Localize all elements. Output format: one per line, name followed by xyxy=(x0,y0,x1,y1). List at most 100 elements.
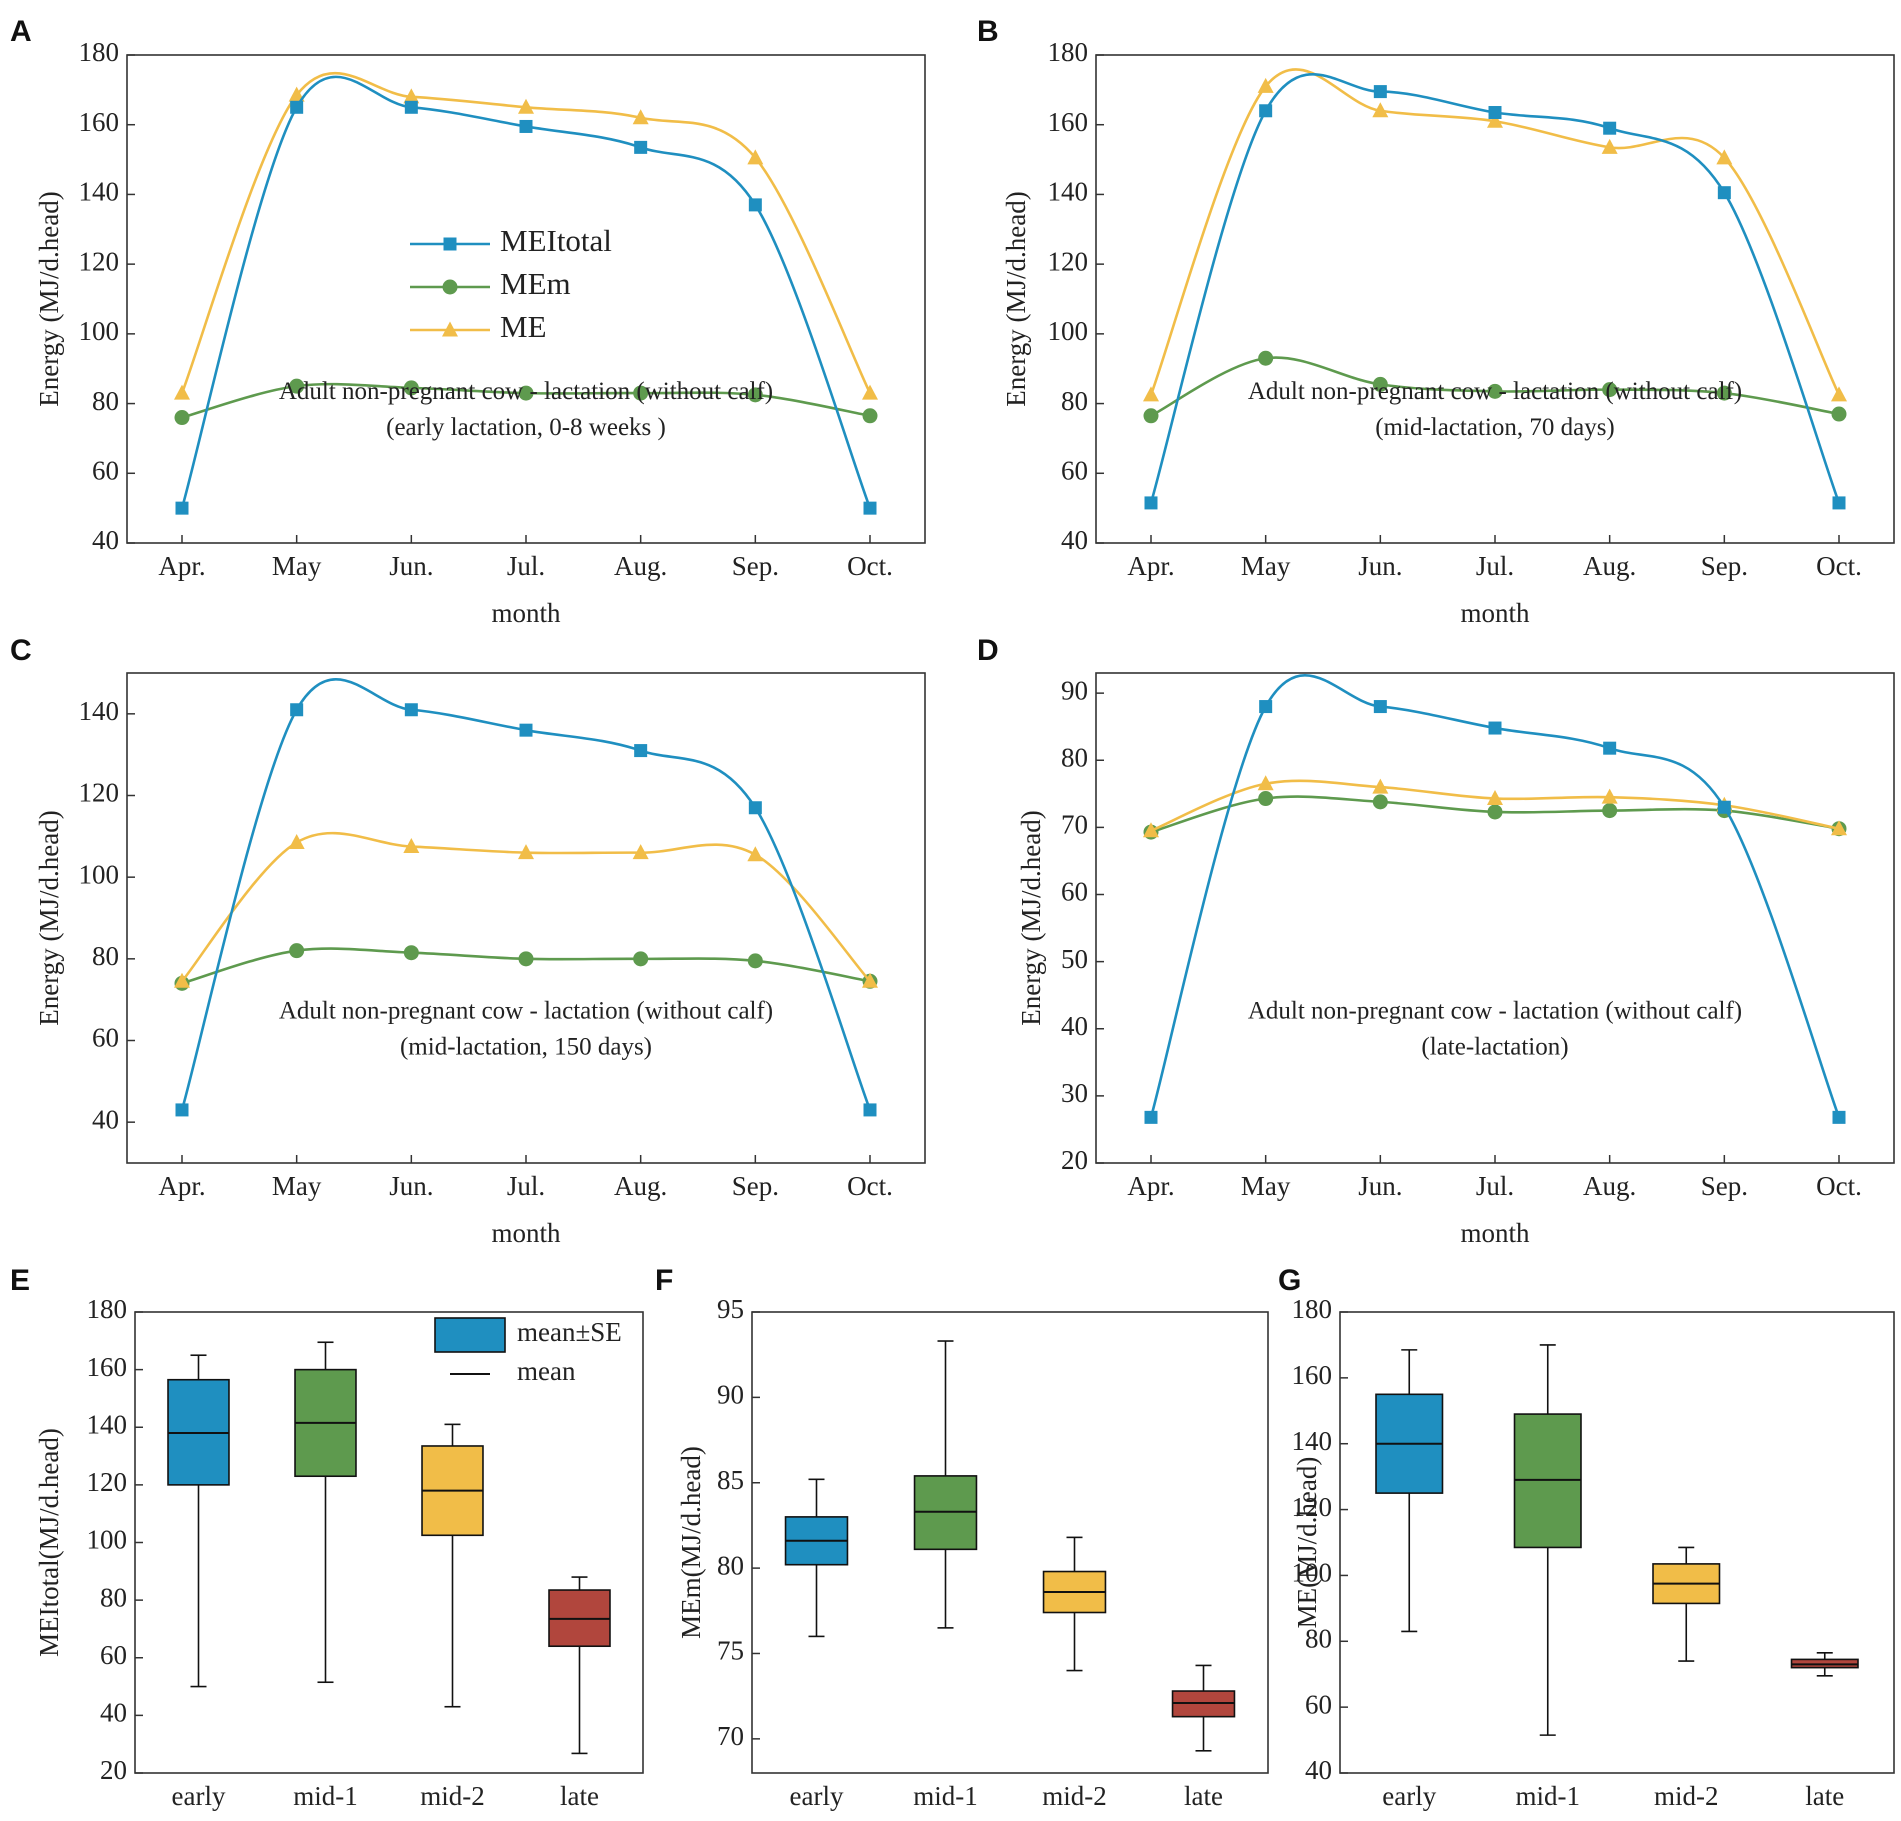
x-tick-label-jul: Jul. xyxy=(1476,551,1514,581)
x-axis-title: month xyxy=(1460,1218,1530,1248)
x-tick-label-may: May xyxy=(272,551,322,581)
y-tick-label: 40 xyxy=(92,1104,119,1134)
y-tick-label: 140 xyxy=(87,1409,128,1439)
data-point-mem xyxy=(1602,382,1618,398)
data-point-meitotal xyxy=(748,198,762,212)
x-tick-label-jul: Jul. xyxy=(507,1171,545,1201)
data-point-meitotal xyxy=(1259,104,1273,118)
data-point-me xyxy=(632,844,649,860)
x-tick-label-sep: Sep. xyxy=(732,1171,779,1201)
x-tick-label-sep: Sep. xyxy=(1701,1171,1748,1201)
legend-swatch-mean-se xyxy=(434,1317,506,1353)
data-point-meitotal xyxy=(1373,85,1387,99)
y-tick-label: 60 xyxy=(92,1023,119,1053)
data-point-me xyxy=(403,88,420,104)
x-tick-label-may: May xyxy=(1241,551,1291,581)
x-tick-label-mid-2: mid-2 xyxy=(1654,1781,1719,1811)
x-tick-label-late: late xyxy=(1805,1781,1844,1811)
x-tick-label-may: May xyxy=(1241,1171,1291,1201)
panel-letter-d: D xyxy=(977,634,999,667)
data-point-meitotal xyxy=(1488,721,1502,735)
y-axis-title: ME(MJ/d.head) xyxy=(1292,1457,1322,1629)
data-point-meitotal xyxy=(175,1103,189,1117)
y-tick-label: 80 xyxy=(717,1550,744,1580)
data-point-mem xyxy=(862,408,878,424)
data-point-me xyxy=(1143,822,1159,838)
x-tick-label-aug: Aug. xyxy=(614,1171,667,1201)
y-tick-label: 20 xyxy=(1061,1145,1088,1175)
data-point-meitotal xyxy=(634,744,648,758)
x-tick-label-sep: Sep. xyxy=(1701,551,1748,581)
legend-marker-mem xyxy=(442,279,458,295)
data-point-me xyxy=(747,846,764,862)
data-point-me xyxy=(1487,112,1503,128)
panel-annotation: Adult non-pregnant cow - lactation (with… xyxy=(279,378,773,405)
plot-frame xyxy=(751,1311,1269,1774)
panel-g: G 40 60 80 100 120 140 160 180 early mid-1 mid-2 lat… xyxy=(1278,1264,1895,1811)
data-point-mem xyxy=(289,378,305,394)
data-point-me xyxy=(1372,778,1389,794)
x-tick-label-oct: Oct. xyxy=(1816,1171,1862,1201)
x-axis-title: month xyxy=(491,1218,561,1248)
x-tick-label-jul: Jul. xyxy=(507,551,545,581)
data-point-mem xyxy=(747,953,763,969)
y-tick-label: 20 xyxy=(100,1755,127,1785)
y-tick-label: 80 xyxy=(1061,742,1088,772)
y-axis-title: Energy (MJ/d.head) xyxy=(34,810,64,1025)
data-point-me xyxy=(1257,77,1274,93)
panel-annotation: (early lactation, 0-8 weeks ) xyxy=(386,414,666,441)
panel-annotation: Adult non-pregnant cow - lactation (with… xyxy=(279,997,773,1024)
panel-annotation: (mid-lactation, 70 days) xyxy=(1375,414,1615,441)
x-tick-label-jun: Jun. xyxy=(1358,1171,1402,1201)
y-tick-label: 140 xyxy=(1292,1426,1333,1456)
y-tick-label: 120 xyxy=(79,246,120,276)
y-axis-title: Energy (MJ/d.head) xyxy=(34,191,64,406)
legend-marker-me xyxy=(442,321,458,337)
x-tick-label-apr: Apr. xyxy=(1127,551,1174,581)
x-tick-label-jul: Jul. xyxy=(1476,1171,1514,1201)
y-tick-label: 120 xyxy=(79,778,120,808)
y-tick-label: 140 xyxy=(79,177,120,207)
legend-label-me: ME xyxy=(500,309,547,344)
x-tick-label-early: early xyxy=(790,1781,844,1811)
data-point-me xyxy=(403,838,420,854)
x-tick-label-apr: Apr. xyxy=(158,1171,205,1201)
x-tick-label-mid-2: mid-2 xyxy=(1042,1781,1107,1811)
data-point-me xyxy=(1601,138,1618,154)
panel-letter-e: E xyxy=(10,1264,30,1297)
data-point-me xyxy=(1487,790,1503,806)
panel-annotation: (late-lactation) xyxy=(1421,1033,1568,1060)
y-tick-label: 95 xyxy=(717,1294,744,1324)
data-point-mem xyxy=(1716,385,1732,401)
data-point-mem xyxy=(1487,383,1503,399)
y-tick-label: 80 xyxy=(92,941,119,971)
data-point-me xyxy=(1716,149,1733,165)
y-tick-label: 160 xyxy=(1048,107,1089,137)
y-tick-label: 40 xyxy=(1061,525,1088,555)
data-point-me xyxy=(288,86,305,102)
x-axis-title: month xyxy=(1460,598,1530,628)
data-point-mem xyxy=(633,385,649,401)
data-point-mem xyxy=(174,410,190,426)
x-tick-label-late: late xyxy=(560,1781,599,1811)
x-tick-label-jun: Jun. xyxy=(1358,551,1402,581)
data-point-meitotal xyxy=(634,140,648,154)
y-tick-label: 40 xyxy=(92,525,119,555)
plot-frame xyxy=(1095,54,1895,544)
data-point-me xyxy=(1372,102,1389,118)
legend-label-meitotal: MEItotal xyxy=(500,223,612,258)
data-point-meitotal xyxy=(1717,800,1731,814)
panel-letter-f: F xyxy=(655,1264,673,1297)
panel-annotation: Adult non-pregnant cow - lactation (with… xyxy=(1248,378,1742,405)
y-tick-label: 120 xyxy=(1048,246,1089,276)
panel-b: B 40 60 80 100 120 140 160 180 Apr. May Jun. Jul. Aug… xyxy=(977,15,1895,628)
data-point-mem xyxy=(403,380,419,396)
legend-marker-meitotal xyxy=(443,237,457,251)
legend-label-mem: MEm xyxy=(500,266,571,301)
x-tick-label-aug: Aug. xyxy=(1583,551,1636,581)
data-point-me xyxy=(288,833,305,849)
y-tick-label: 160 xyxy=(87,1352,128,1382)
data-point-me xyxy=(1601,788,1618,804)
y-tick-label: 40 xyxy=(1305,1755,1332,1785)
